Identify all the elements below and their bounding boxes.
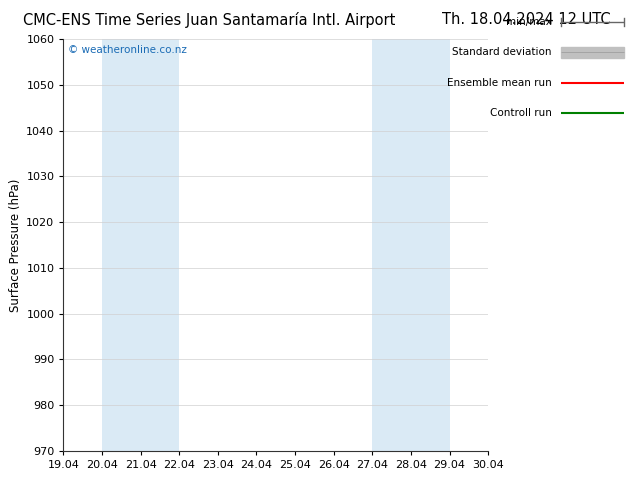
Text: Controll run: Controll run <box>489 108 552 118</box>
Bar <box>102 39 179 451</box>
Text: Ensemble mean run: Ensemble mean run <box>447 78 552 88</box>
Text: © weatheronline.co.nz: © weatheronline.co.nz <box>68 46 186 55</box>
Text: Standard deviation: Standard deviation <box>452 48 552 57</box>
Text: min/max: min/max <box>506 17 552 27</box>
Text: Th. 18.04.2024 12 UTC: Th. 18.04.2024 12 UTC <box>442 12 611 27</box>
Y-axis label: Surface Pressure (hPa): Surface Pressure (hPa) <box>9 178 22 312</box>
Bar <box>372 39 450 451</box>
Text: CMC-ENS Time Series Juan Santamaría Intl. Airport: CMC-ENS Time Series Juan Santamaría Intl… <box>23 12 396 28</box>
